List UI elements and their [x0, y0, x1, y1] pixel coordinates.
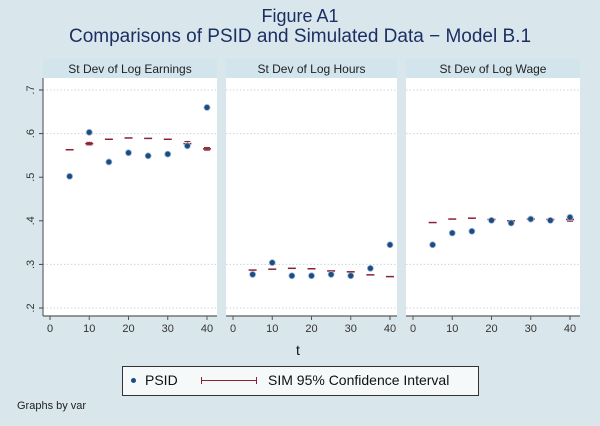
x-tick-label: 10: [266, 323, 278, 335]
psid-point: [308, 272, 315, 280]
x-tick-label: 40: [564, 323, 576, 335]
panel-strip: [406, 59, 580, 78]
chart-subtitle: Comparisons of PSID and Simulated Data −…: [68, 26, 532, 47]
psid-point: [203, 104, 211, 111]
psid-point: [105, 158, 113, 166]
panel-strip: [226, 59, 397, 78]
x-axis-label: t: [296, 342, 300, 358]
psid-point: [507, 219, 515, 227]
psid-point: [327, 271, 335, 278]
psid-point: [183, 142, 191, 150]
legend-label-psid: PSID: [145, 372, 178, 388]
psid-point: [448, 229, 456, 237]
plot-area: [226, 78, 397, 316]
panel-title: St Dev of Log Hours: [257, 62, 365, 76]
plot-area: [406, 78, 580, 316]
plot-area: [43, 78, 217, 316]
psid-point: [347, 272, 355, 280]
psid-point: [85, 128, 93, 136]
psid-point: [546, 216, 554, 224]
x-tick-label: 0: [410, 323, 416, 335]
psid-point: [386, 241, 394, 249]
y-tick-label: .4: [25, 216, 37, 225]
x-tick-label: 40: [384, 323, 396, 335]
chart-title: Figure A1: [261, 6, 339, 26]
x-tick-label: 0: [230, 323, 236, 335]
psid-point: [488, 216, 495, 224]
legend: PSID SIM 95% Confidence Interval: [122, 366, 479, 396]
y-tick-label: .7: [25, 85, 37, 94]
x-tick-label: 20: [305, 323, 317, 335]
y-tick-label: .2: [25, 303, 37, 312]
x-tick-label: 20: [485, 323, 497, 335]
legend-label-sim: SIM 95% Confidence Interval: [268, 372, 450, 388]
x-tick-label: 10: [83, 323, 95, 335]
psid-point: [249, 271, 257, 278]
x-tick-label: 30: [525, 323, 537, 335]
psid-point: [288, 272, 296, 280]
x-tick-label: 20: [122, 323, 134, 335]
panel-title: St Dev of Log Earnings: [68, 62, 191, 76]
psid-point: [566, 213, 574, 221]
psid-point: [268, 259, 276, 267]
x-tick-label: 10: [446, 323, 458, 335]
x-tick-label: 40: [201, 323, 213, 335]
psid-point: [144, 152, 152, 160]
graphs-by-note: Graphs by var: [17, 400, 87, 412]
panel-strip: [43, 59, 217, 78]
y-tick-label: .6: [25, 129, 37, 138]
psid-point: [527, 215, 535, 223]
psid-point: [125, 149, 132, 157]
x-tick-label: 30: [162, 323, 174, 335]
psid-point: [366, 264, 374, 272]
psid-point: [164, 150, 172, 158]
y-tick-label: .5: [25, 173, 37, 182]
x-tick-label: 0: [47, 323, 53, 335]
x-tick-label: 30: [345, 323, 357, 335]
panel-title: St Dev of Log Wage: [440, 62, 547, 76]
psid-point: [468, 227, 476, 235]
psid-point: [66, 172, 74, 180]
confidence-interval-icon: [201, 377, 257, 384]
psid-point: [429, 241, 437, 249]
psid-marker-icon: [131, 378, 136, 383]
y-tick-label: .3: [25, 260, 37, 269]
